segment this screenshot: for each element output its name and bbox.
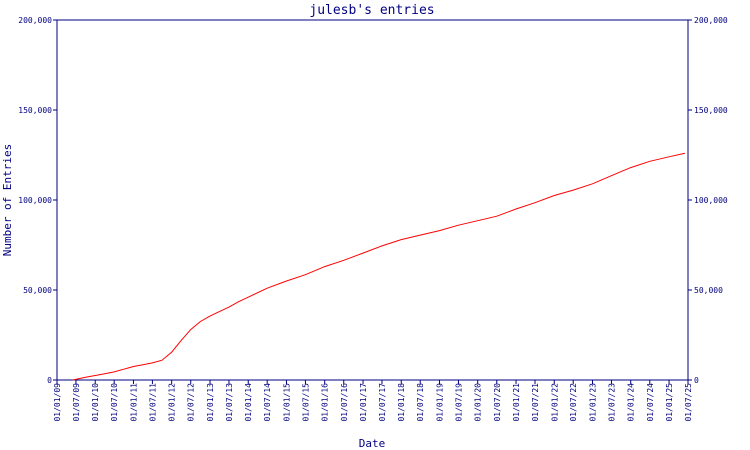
- x-tick-label-30: 01/01/24: [627, 383, 636, 422]
- y-tick-label-right-2: 100,000: [694, 196, 728, 205]
- chart-title: julesb's entries: [309, 3, 434, 18]
- y-tick-label-left-0: 0: [47, 376, 52, 385]
- plot-area-frame: [56, 19, 689, 381]
- x-tick-label-32: 01/01/25: [665, 383, 674, 422]
- y-tick-label-right-4: 200,000: [694, 16, 728, 25]
- x-tick-label-33: 01/07/25: [684, 383, 693, 422]
- x-tick-label-3: 01/07/10: [110, 383, 119, 422]
- x-tick-label-20: 01/01/19: [435, 383, 444, 422]
- x-tick-label-0: 01/01/09: [53, 383, 62, 422]
- y-axis-left: 0 50,000 100,000 150,000 200,000: [18, 16, 57, 385]
- x-tick-label-12: 01/01/15: [282, 383, 291, 422]
- x-tick-label-18: 01/01/18: [397, 383, 406, 422]
- x-tick-label-15: 01/07/16: [340, 383, 349, 422]
- x-tick-label-4: 01/01/11: [129, 383, 138, 422]
- y-axis-title: Number of Entries: [1, 144, 14, 257]
- x-tick-label-25: 01/07/21: [531, 383, 540, 422]
- y-tick-label-left-2: 100,000: [18, 196, 52, 205]
- x-tick-label-13: 01/07/15: [301, 383, 310, 422]
- y-tick-label-right-3: 150,000: [694, 106, 728, 115]
- x-tick-label-8: 01/01/13: [206, 383, 215, 422]
- x-tick-label-29: 01/07/23: [607, 383, 616, 422]
- x-tick-label-23: 01/07/20: [493, 383, 502, 422]
- x-axis: 01/01/09 01/07/09 01/01/10 01/07/10 01/01/11…: [53, 380, 693, 422]
- x-tick-label-7: 01/07/12: [187, 383, 196, 422]
- x-tick-label-16: 01/01/17: [359, 383, 368, 422]
- x-tick-label-10: 01/01/14: [244, 383, 253, 422]
- x-tick-label-9: 01/07/13: [225, 383, 234, 422]
- y-tick-label-right-1: 50,000: [694, 286, 723, 295]
- x-tick-label-6: 01/01/12: [168, 383, 177, 422]
- x-tick-label-24: 01/01/21: [512, 383, 521, 422]
- x-tick-label-2: 01/01/10: [91, 383, 100, 422]
- x-tick-label-1: 01/07/09: [72, 383, 81, 422]
- x-tick-label-5: 01/07/11: [148, 383, 157, 422]
- x-tick-label-28: 01/01/23: [588, 383, 597, 422]
- x-tick-label-22: 01/01/20: [474, 383, 483, 422]
- x-tick-label-21: 01/07/19: [454, 383, 463, 422]
- y-axis-right: 0 50,000 100,000 150,000 200,000: [688, 16, 728, 385]
- y-tick-label-left-3: 150,000: [18, 106, 52, 115]
- y-tick-label-left-4: 200,000: [18, 16, 52, 25]
- x-tick-label-26: 01/01/22: [550, 383, 559, 422]
- x-axis-title: Date: [359, 437, 386, 450]
- x-tick-label-31: 01/07/24: [646, 383, 655, 422]
- x-tick-label-14: 01/01/16: [321, 383, 330, 422]
- x-tick-label-11: 01/07/14: [263, 383, 272, 422]
- entries-series-line: [72, 152, 686, 381]
- x-tick-label-17: 01/07/17: [378, 383, 387, 422]
- y-tick-label-left-1: 50,000: [23, 286, 52, 295]
- x-tick-label-27: 01/07/22: [569, 383, 578, 422]
- x-tick-label-19: 01/07/18: [416, 383, 425, 422]
- y-tick-label-right-0: 0: [694, 376, 699, 385]
